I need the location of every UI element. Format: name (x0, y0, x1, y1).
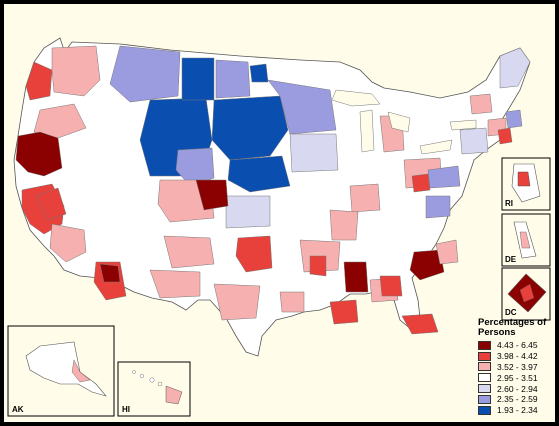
legend-label: 4.43 - 6.45 (497, 340, 538, 351)
legend-label: 2.95 - 3.51 (497, 372, 538, 383)
legend-rows: 4.43 - 6.45 3.98 - 4.42 3.52 - 3.97 2.95 - … (478, 340, 556, 416)
ri-inset (501, 157, 551, 211)
legend-label: 3.98 - 4.42 (497, 351, 538, 362)
legend-label: 1.93 - 2.34 (497, 405, 538, 416)
legend-title: Percentages of Persons (478, 317, 547, 338)
legend-swatch (478, 394, 491, 404)
inset-label-ak: AK (12, 405, 24, 414)
de-inset (501, 213, 551, 267)
legend-swatch (478, 384, 491, 394)
legend-item: 2.35 - 2.59 (478, 394, 556, 405)
dc-inset (501, 267, 551, 321)
legend-swatch (478, 373, 491, 383)
legend-item: 2.95 - 3.51 (478, 372, 556, 383)
legend: Percentages of Persons 4.43 - 6.45 3.98 -… (478, 318, 556, 416)
legend-swatch (478, 340, 491, 350)
legend-item: 3.52 - 3.97 (478, 362, 556, 373)
inset-label-de: DE (505, 255, 517, 264)
legend-label: 2.60 - 2.94 (497, 383, 538, 394)
legend-label: 2.35 - 2.59 (497, 394, 538, 405)
alaska-inset (7, 325, 115, 417)
legend-label: 3.52 - 3.97 (497, 361, 538, 372)
legend-swatch (478, 362, 491, 372)
inset-label-dc: DC (505, 308, 517, 317)
legend-swatch (478, 351, 491, 361)
hawaii-inset (117, 361, 191, 417)
inset-label-ri: RI (505, 199, 513, 208)
legend-item: 4.43 - 6.45 (478, 340, 556, 351)
regions (15, 45, 531, 335)
legend-item: 3.98 - 4.42 (478, 351, 556, 362)
great-lakes (331, 89, 477, 155)
legend-item: 1.93 - 2.34 (478, 405, 556, 416)
legend-item: 2.60 - 2.94 (478, 383, 556, 394)
legend-swatch (478, 405, 491, 415)
inset-label-hi: HI (122, 405, 130, 414)
